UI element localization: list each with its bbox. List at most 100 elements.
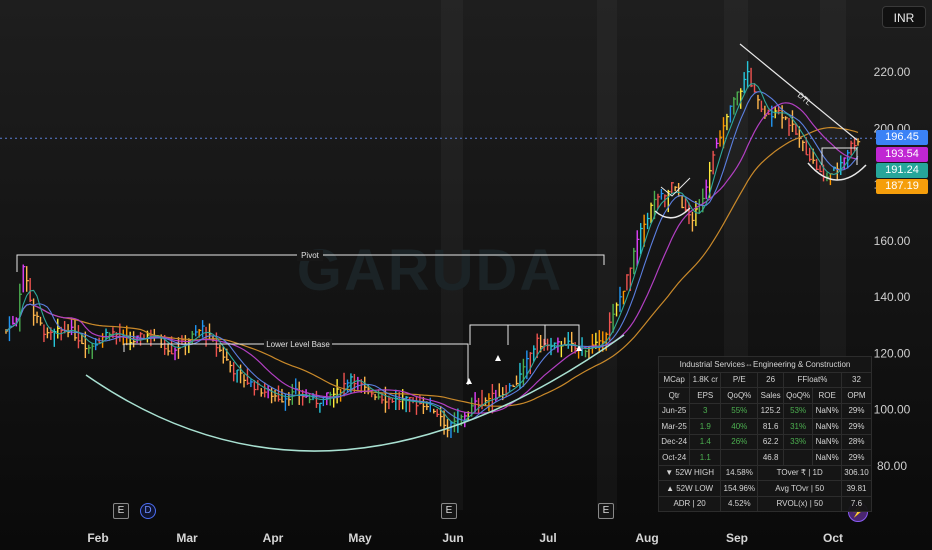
pe-label: P/E [720,371,759,388]
col-header: EPS [689,387,722,404]
table-row: Oct-24 1.1 46.8 NaN% 29% [657,449,873,466]
lower-base-label: Lower Level Base [266,340,330,349]
cell: 4.52% [720,495,759,512]
cell: 28% [840,433,873,450]
col-header: Qtr [657,387,691,404]
x-tick-label: May [348,531,372,545]
symbol-watermark: GARUDA [297,238,564,303]
earnings-event-icon[interactable]: E [113,503,129,519]
cell: 29% [840,402,873,419]
price-tag-193: 193.54 [876,147,928,162]
table-row: Dec-24 1.4 26% 62.2 33% NaN% 28% [657,433,873,450]
cell: 40% [720,418,759,435]
cell: 14.58% [720,464,759,481]
cell: NaN% [812,402,842,419]
y-tick-label: 140.00 [874,290,911,304]
y-tick-label: 160.00 [874,234,911,248]
cell: NaN% [812,418,842,435]
col-header: QoQ% [782,387,814,404]
cell [782,449,814,466]
x-axis-labels: Feb Mar Apr May Jun Jul Aug Sep Oct [87,531,843,545]
handle-box-2 [821,147,858,165]
x-tick-label: Feb [87,531,108,545]
cell: Jun-25 [657,402,691,419]
cell: 154.96% [720,480,759,497]
header-row: Qtr EPS QoQ% Sales QoQ% ROE OPM [657,387,873,404]
cell: Mar-25 [657,418,691,435]
cell: 1.9 [689,418,722,435]
cell: 46.8 [757,449,784,466]
cell: 1.4 [689,433,722,450]
mcap-value: 1.8K cr [689,371,722,388]
x-tick-label: Jun [442,531,463,545]
earnings-event-icon[interactable]: E [598,503,614,519]
price-tag-187: 187.19 [876,179,928,194]
mcap-label: MCap [657,371,691,388]
cell [720,449,759,466]
earnings-event-icon[interactable]: E [441,503,457,519]
cell: 125.2 [757,402,784,419]
cell: 53% [782,402,814,419]
base-label-bg [264,339,332,350]
ffloat-label: FFloat% [782,371,842,388]
cell: 29% [840,449,873,466]
pivot-label: Pivot [301,251,320,260]
currency-selector[interactable]: INR [882,6,926,28]
y-tick-label: 80.00 [877,459,907,473]
table-row: Mar-25 1.9 40% 81.6 31% NaN% 29% [657,418,873,435]
cell: Avg TOvr | 50 [757,480,842,497]
stats-row: ▼ 52W HIGH 14.58% TOver ₹ | 1D 306.10 [657,464,873,481]
cell: 31% [782,418,814,435]
handle-pattern-1 [660,177,691,197]
sector-title: Industrial Services⇔Engineering & Constr… [658,356,872,373]
dividend-event-icon[interactable]: D [140,503,156,519]
pivot-label-bg [297,250,323,261]
price-tag-196: 196.45 [876,130,928,145]
cell: 26% [720,433,759,450]
y-tick-label: 120.00 [874,346,911,360]
col-header: QoQ% [720,387,759,404]
cup-curve [85,334,625,452]
arrow-marker-3 [576,345,582,351]
cell: 62.2 [757,433,784,450]
ma-teal-line [5,83,859,426]
cell: 29% [840,418,873,435]
fundamentals-table: Industrial Services⇔Engineering & Constr… [657,356,873,512]
x-tick-label: Apr [263,531,284,545]
cell: 3 [689,402,722,419]
cell: RVOL(x) | 50 [757,495,842,512]
cell: ADR | 20 [657,495,722,512]
arrow-marker-2 [495,355,501,361]
handle-cup-1 [654,207,691,219]
cell: Oct-24 [657,449,691,466]
cell: Dec-24 [657,433,691,450]
x-tick-label: Sep [726,531,748,545]
cell: 306.10 [840,464,873,481]
col-header: Sales [757,387,784,404]
cell: NaN% [812,433,842,450]
col-header: ROE [812,387,842,404]
x-tick-label: Mar [176,531,198,545]
cell: 39.81 [840,480,873,497]
x-tick-label: Jul [539,531,556,545]
cell: NaN% [812,449,842,466]
price-tag-191: 191.24 [876,163,928,178]
cell: 7.6 [840,495,873,512]
cell: ▼ 52W HIGH [657,464,722,481]
cell: 1.1 [689,449,722,466]
stats-row: ADR | 20 4.52% RVOL(x) | 50 7.6 [657,495,873,512]
x-tick-label: Aug [635,531,658,545]
y-tick-label: 100.00 [874,403,911,417]
cell: 33% [782,433,814,450]
handle-cup-2 [807,162,867,181]
pe-value: 26 [757,371,784,388]
stats-row: ▲ 52W LOW 154.96% Avg TOvr | 50 39.81 [657,480,873,497]
ma-blue-line [5,91,859,421]
summary-row: MCap 1.8K cr P/E 26 FFloat% 32 [657,371,873,388]
arrow-marker-1 [466,378,472,384]
cell: 81.6 [757,418,784,435]
table-row: Jun-25 3 55% 125.2 53% NaN% 29% [657,402,873,419]
cell: 55% [720,402,759,419]
col-header: OPM [840,387,873,404]
